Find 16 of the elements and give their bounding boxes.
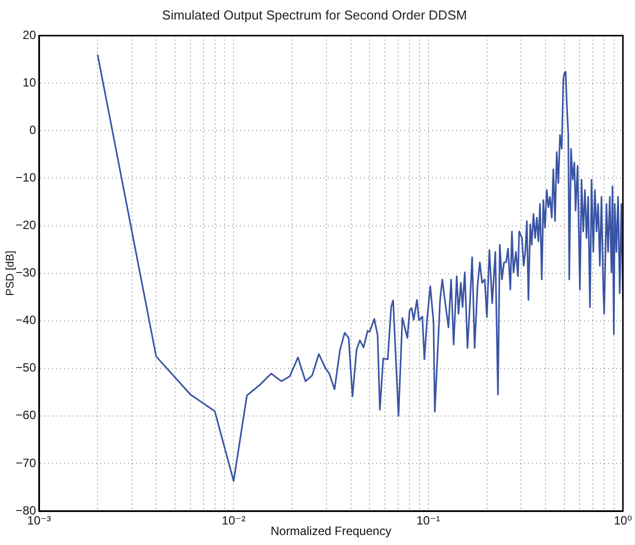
y-axis-title: PSD [dB] bbox=[4, 250, 17, 296]
y-tick-label: −20 bbox=[16, 218, 36, 232]
x-tick-label: 10⁻² bbox=[222, 514, 246, 528]
y-tick-label: −70 bbox=[16, 456, 36, 470]
y-tick-label: −10 bbox=[16, 170, 36, 185]
x-axis-title: Normalized Frequency bbox=[270, 524, 392, 538]
y-tick-label: −50 bbox=[16, 360, 36, 375]
y-tick-label: −40 bbox=[16, 313, 36, 328]
y-tick-label: −30 bbox=[16, 266, 36, 280]
x-tick-label: 10⁰ bbox=[614, 514, 632, 528]
y-tick-label: 20 bbox=[22, 28, 36, 42]
y-tick-label: 0 bbox=[29, 122, 36, 137]
y-tick-label: −60 bbox=[16, 408, 36, 422]
x-tick-label: 10⁻¹ bbox=[416, 514, 440, 528]
chart-title: Simulated Output Spectrum for Second Order DDSM bbox=[162, 7, 467, 22]
y-tick-label: 10 bbox=[22, 75, 36, 90]
